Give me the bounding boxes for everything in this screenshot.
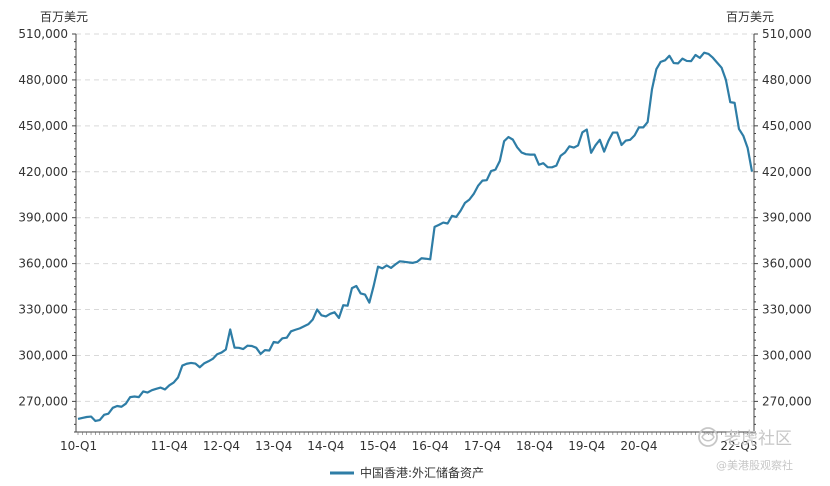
- y-tick-label-left: 450,000: [18, 119, 68, 133]
- y-tick-label-right: 270,000: [762, 394, 812, 408]
- x-tick-label: 20-Q4: [620, 439, 657, 453]
- y-tick-label-left: 360,000: [18, 257, 68, 271]
- snowball-logo-icon: [698, 427, 718, 447]
- y-tick-label-right: 330,000: [762, 303, 812, 317]
- x-tick-label: 17-Q4: [464, 439, 501, 453]
- y-tick-label-right: 300,000: [762, 348, 812, 362]
- y-tick-label-left: 510,000: [18, 27, 68, 41]
- x-tick-label: 14-Q4: [307, 439, 344, 453]
- watermark: 老虎社区 @美港股观察社: [698, 427, 793, 472]
- x-tick-label: 12-Q4: [203, 439, 240, 453]
- y-tick-label-right: 480,000: [762, 73, 812, 87]
- x-tick-label: 10-Q1: [60, 439, 97, 453]
- y-tick-label-left: 420,000: [18, 165, 68, 179]
- gridlines: [76, 33, 754, 402]
- x-tick-label: 11-Q4: [151, 439, 188, 453]
- y-tick-label-right: 450,000: [762, 119, 812, 133]
- x-axis-ticks: 10-Q1 11-Q4 12-Q4 13-Q4 14-Q4 15-Q4 16-Q4 17-Q4…: [60, 432, 758, 453]
- right-axis-unit: 百万美元: [726, 10, 774, 24]
- watermark-handle: @美港股观察社: [716, 458, 793, 472]
- x-tick-label: 18-Q4: [516, 439, 553, 453]
- y-tick-label-left: 480,000: [18, 73, 68, 87]
- right-y-axis-ticks: 270,000 300,000 330,000 360,000 390,000 420,0…: [754, 27, 812, 433]
- left-axis-unit: 百万美元: [40, 10, 88, 24]
- x-tick-label: 13-Q4: [255, 439, 292, 453]
- y-tick-label-left: 390,000: [18, 211, 68, 225]
- x-tick-label: 22-Q3: [720, 439, 757, 453]
- x-tick-label: 16-Q4: [412, 439, 449, 453]
- y-tick-label-right: 510,000: [762, 27, 812, 41]
- x-tick-label: 15-Q4: [359, 439, 396, 453]
- left-y-axis-ticks: 270,000 300,000 330,000 360,000 390,000 420,0…: [18, 27, 76, 433]
- series-line-hk-fx-reserves: [77, 51, 754, 423]
- y-tick-label-right: 390,000: [762, 211, 812, 225]
- y-tick-label-left: 330,000: [18, 303, 68, 317]
- y-tick-label-left: 300,000: [18, 348, 68, 362]
- legend: 中国香港:外汇储备资产: [330, 465, 484, 480]
- watermark-brand: 老虎社区: [724, 429, 792, 449]
- legend-label: 中国香港:外汇储备资产: [360, 465, 484, 480]
- x-tick-label: 19-Q4: [568, 439, 605, 453]
- y-tick-label-right: 360,000: [762, 257, 812, 271]
- y-tick-label-right: 420,000: [762, 165, 812, 179]
- y-tick-label-left: 270,000: [18, 394, 68, 408]
